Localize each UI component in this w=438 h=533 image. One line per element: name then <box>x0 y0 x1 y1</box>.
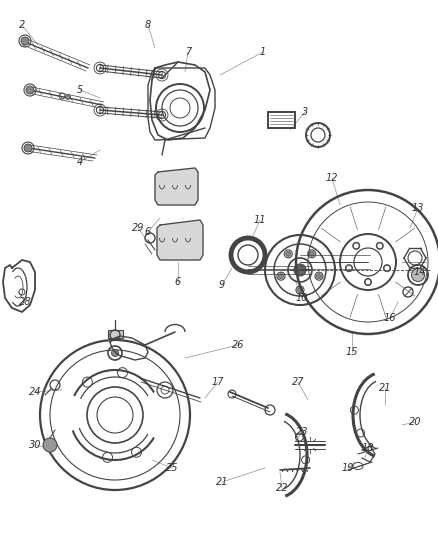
Text: 24: 24 <box>29 387 41 397</box>
Bar <box>108 330 123 338</box>
Circle shape <box>297 287 303 293</box>
Text: 17: 17 <box>212 377 224 387</box>
Circle shape <box>21 37 29 45</box>
Circle shape <box>294 264 306 276</box>
Text: 22: 22 <box>276 483 288 493</box>
Circle shape <box>286 252 291 256</box>
Circle shape <box>66 94 71 100</box>
Text: 21: 21 <box>216 477 228 487</box>
Text: 20: 20 <box>409 417 421 427</box>
Text: 6: 6 <box>145 227 151 237</box>
Text: 2: 2 <box>19 20 25 30</box>
Text: 23: 23 <box>296 427 308 437</box>
Circle shape <box>309 252 314 256</box>
Text: 7: 7 <box>185 47 191 57</box>
Text: 6: 6 <box>175 277 181 287</box>
Text: 26: 26 <box>232 340 244 350</box>
Text: 5: 5 <box>77 85 83 95</box>
Text: 21: 21 <box>379 383 391 393</box>
Polygon shape <box>157 220 203 260</box>
Text: 27: 27 <box>292 377 304 387</box>
Text: 29: 29 <box>132 223 144 233</box>
Text: 25: 25 <box>166 463 178 473</box>
Circle shape <box>112 350 119 357</box>
Circle shape <box>24 144 32 152</box>
Circle shape <box>43 438 57 452</box>
Circle shape <box>279 273 283 279</box>
Circle shape <box>317 273 321 279</box>
Text: 28: 28 <box>19 297 31 307</box>
Circle shape <box>26 86 34 94</box>
Text: 14: 14 <box>414 267 426 277</box>
Text: 3: 3 <box>302 107 308 117</box>
Text: 15: 15 <box>346 347 358 357</box>
Polygon shape <box>155 168 198 205</box>
Text: 13: 13 <box>412 203 424 213</box>
Text: 1: 1 <box>260 47 266 57</box>
Text: 12: 12 <box>326 173 338 183</box>
Text: 30: 30 <box>29 440 41 450</box>
Text: 19: 19 <box>342 463 354 473</box>
Text: 9: 9 <box>219 280 225 290</box>
Circle shape <box>411 269 424 281</box>
Text: 11: 11 <box>254 215 266 225</box>
Text: 18: 18 <box>362 443 374 453</box>
Text: 16: 16 <box>384 313 396 323</box>
Text: 8: 8 <box>145 20 151 30</box>
Text: 10: 10 <box>296 293 308 303</box>
Text: 4: 4 <box>77 157 83 167</box>
